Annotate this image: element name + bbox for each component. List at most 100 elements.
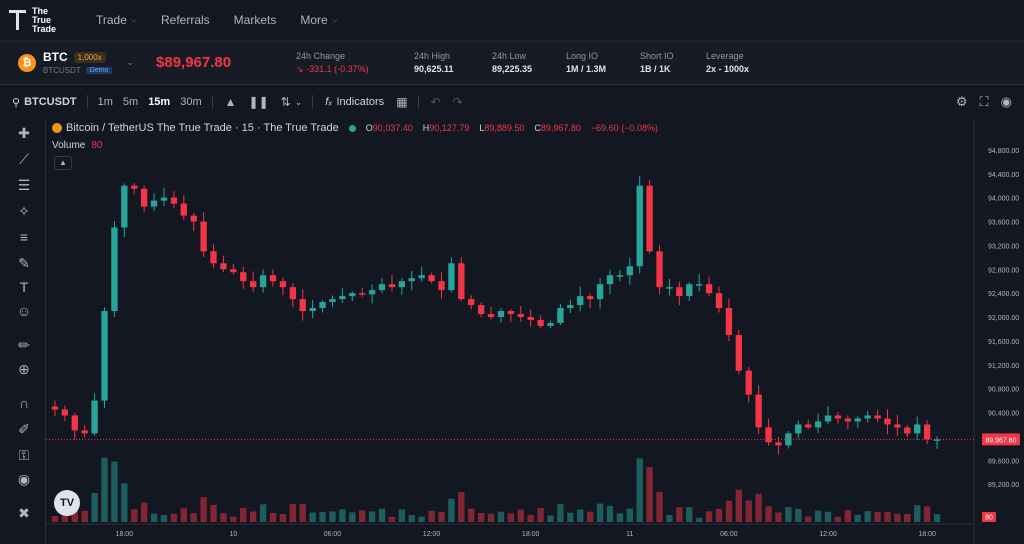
candle-body <box>160 197 168 201</box>
volume-bar <box>428 510 435 522</box>
lock-icon[interactable]: ⚿ <box>18 447 30 463</box>
candle-body <box>517 314 524 317</box>
candle-body <box>785 433 792 446</box>
chevron-down-icon[interactable]: ⌄ <box>126 57 135 67</box>
horizontal-lines-icon[interactable]: ☰ <box>17 177 31 193</box>
layout-grid-icon[interactable]: ▦ <box>396 95 408 109</box>
volume-label: Volume <box>52 140 86 151</box>
symbol-search[interactable]: ⚲ BTCUSDT <box>12 96 77 109</box>
candle-body <box>646 185 653 252</box>
stat-leverage: Leverage 2x - 1000x <box>706 51 750 74</box>
candle-body <box>368 290 376 295</box>
volume-bar <box>180 508 187 522</box>
ruler-icon[interactable]: ✏ <box>18 337 30 353</box>
volume-bar <box>497 511 505 522</box>
chart-toolbar: ⚲ BTCUSDT 1m 5m 15m 30m ▲ ❚❚ ⇅ ⌄ fₓ Indi… <box>0 88 1024 116</box>
candle-body <box>279 281 287 288</box>
nav-item-trade[interactable]: Trade ⌵ <box>96 13 137 27</box>
nav-item-more[interactable]: More ⌵ <box>300 13 337 27</box>
candle-body <box>81 430 88 434</box>
volume-bar <box>547 515 554 522</box>
trend-line-icon[interactable]: ⟋ <box>19 151 29 167</box>
logo-mark-icon <box>8 7 28 33</box>
compare-icon[interactable]: ⇅ <box>280 95 291 109</box>
nav-item-markets[interactable]: Markets <box>234 13 277 27</box>
candle-body <box>507 311 515 315</box>
candle-body <box>775 442 782 446</box>
volume-bar <box>765 506 772 522</box>
tradingview-logo[interactable]: TV <box>54 490 80 516</box>
symbol-selector[interactable]: ₿ BTC 1,000x BTCUSDT Demo ⌄ <box>18 50 134 75</box>
redo-icon[interactable]: ↷ <box>452 95 463 109</box>
bar-style-icon[interactable]: ▲ <box>224 95 237 109</box>
volume-bar <box>131 509 138 522</box>
volume-bar <box>418 516 425 522</box>
candle-body <box>131 185 138 189</box>
legend-open: O90,037.40 <box>365 123 413 133</box>
nav-item-referrals[interactable]: Referrals <box>161 13 210 27</box>
undo-icon[interactable]: ↶ <box>430 95 441 109</box>
y-tick-label: 93,200.00 <box>988 243 1019 250</box>
candle-body <box>656 251 663 288</box>
volume-bar <box>705 511 713 522</box>
candle-body <box>477 305 485 315</box>
volume-bar <box>874 511 881 522</box>
volume-bar <box>586 511 594 522</box>
indicators-button[interactable]: fₓ Indicators <box>325 96 384 108</box>
camera-icon[interactable]: ◉ <box>1000 94 1012 109</box>
volume-bar <box>408 515 415 522</box>
settings-icon[interactable]: ⚙ <box>955 94 968 109</box>
candles-icon[interactable]: ❚❚ <box>248 95 269 109</box>
candle-body <box>914 424 921 434</box>
ticker-bar: ₿ BTC 1,000x BTCUSDT Demo ⌄ $89,967.80 2… <box>0 41 1024 85</box>
eye-icon[interactable]: ◉ <box>17 471 31 487</box>
x-tick-label: 12:00 <box>423 531 441 538</box>
candle-body <box>418 275 425 279</box>
volume-bar <box>775 512 782 522</box>
fullscreen-icon[interactable]: ⛶ <box>979 94 989 109</box>
candle-body <box>170 197 178 204</box>
legend-low: L89,889.50 <box>479 123 525 133</box>
brush-icon[interactable]: ✎ <box>18 255 30 271</box>
volume-bar <box>527 514 534 522</box>
stat-24h-high: 24h High 90,625.11 <box>414 51 454 74</box>
candle-body <box>626 266 633 276</box>
fib-icon[interactable]: ≡ <box>19 229 29 245</box>
candle-body <box>111 227 118 312</box>
candle-body <box>150 200 158 207</box>
ticker-pair: BTCUSDT <box>43 66 81 75</box>
volume-bar <box>894 513 901 522</box>
price-chart[interactable]: 94,800.00 94,400.00 94,000.00 93,600.00 93,2… <box>46 118 1024 544</box>
volume-bar <box>378 508 386 522</box>
trash-icon[interactable]: ✖ <box>18 505 30 521</box>
volume-bar <box>844 510 852 522</box>
interval-15m[interactable]: 15m <box>148 96 171 108</box>
interval-30m[interactable]: 30m <box>180 96 202 108</box>
logo-line-3: Trade <box>32 23 57 34</box>
chevron-down-icon: ⌵ <box>331 15 338 24</box>
y-tick-label: 92,800.00 <box>988 267 1019 274</box>
x-tick-label: 10 <box>229 531 237 538</box>
stat-24h-change: 24h Change ↘ -331.1 (-0.37%) <box>296 50 369 74</box>
volume-bar <box>577 509 584 522</box>
interval-5m[interactable]: 5m <box>122 96 139 108</box>
brand-logo[interactable]: The True Trade <box>8 6 72 34</box>
collapse-legend-button[interactable]: ▲ <box>54 156 72 170</box>
text-icon[interactable]: T <box>19 279 29 295</box>
interval-1m[interactable]: 1m <box>97 96 113 108</box>
candle-body <box>834 415 842 419</box>
volume-bar <box>517 509 524 522</box>
nav-item-label: Markets <box>233 13 277 27</box>
volume-bar <box>101 457 108 522</box>
pattern-icon[interactable]: ✧ <box>18 203 30 219</box>
zoom-in-icon[interactable]: ⊕ <box>18 361 30 377</box>
pencil-lock-icon[interactable]: ✐ <box>18 421 30 437</box>
candle-body <box>547 322 554 326</box>
volume-bar <box>557 504 564 522</box>
volume-bar <box>477 512 485 522</box>
magnet-icon[interactable]: ∩ <box>18 395 30 411</box>
emoji-icon[interactable]: ☺ <box>16 303 32 319</box>
last-price: $89,967.80 <box>156 54 232 71</box>
chevron-down-icon[interactable]: ⌄ <box>294 96 303 107</box>
crosshair-icon[interactable]: ✚ <box>18 125 30 141</box>
